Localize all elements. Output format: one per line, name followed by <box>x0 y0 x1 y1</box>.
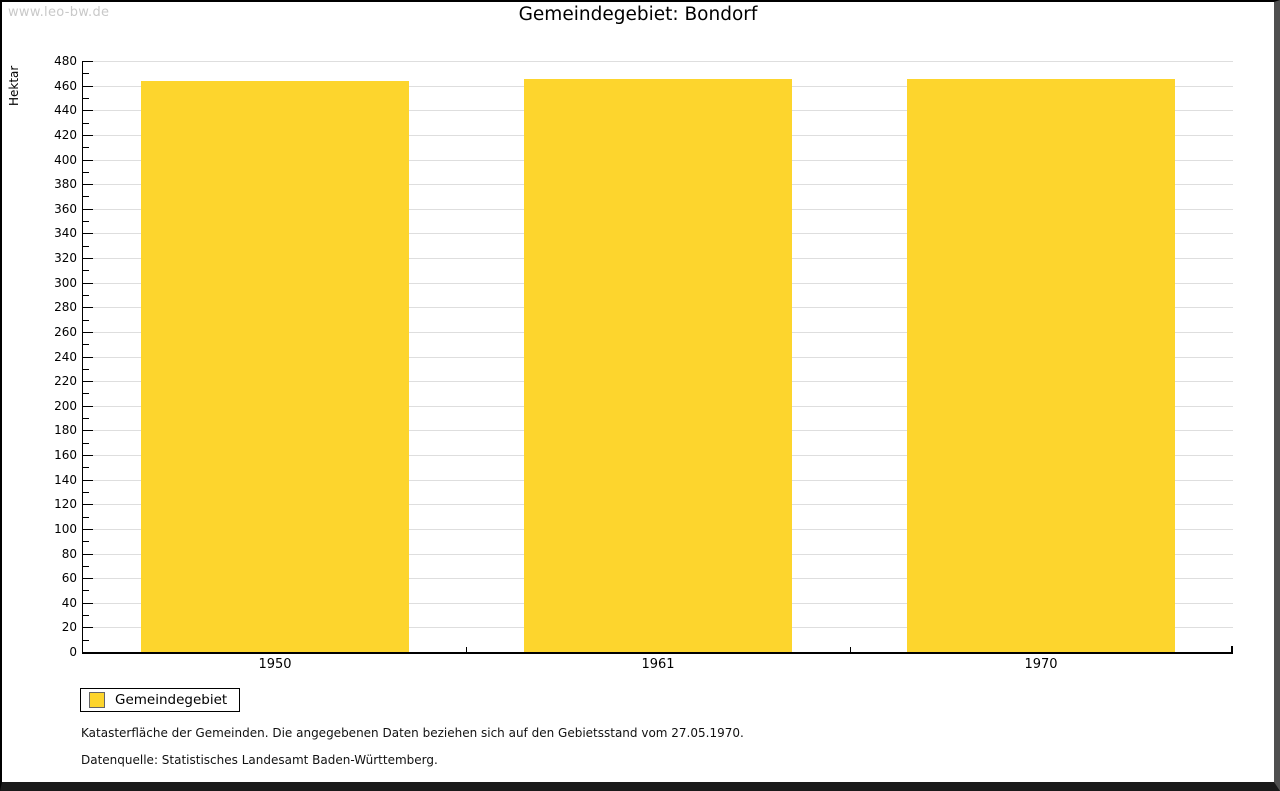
y-axis-tick-label: 80 <box>61 547 77 561</box>
y-axis-tick <box>83 86 93 87</box>
y-axis-tick-label: 100 <box>54 522 77 536</box>
y-axis-tick <box>83 184 93 185</box>
y-axis-tick-label: 440 <box>54 103 77 117</box>
y-axis-tick <box>83 258 93 259</box>
y-axis-tick <box>83 554 93 555</box>
footnote-line-2: Datenquelle: Statistisches Landesamt Bad… <box>81 753 438 767</box>
y-axis-minor-tick <box>83 590 89 591</box>
y-axis-minor-tick <box>83 98 89 99</box>
y-axis-tick-label: 280 <box>54 300 77 314</box>
y-axis-tick <box>83 61 93 62</box>
y-axis-minor-tick <box>83 270 89 271</box>
y-axis-tick <box>83 455 93 456</box>
y-axis-tick <box>83 307 93 308</box>
y-axis-tick-label: 320 <box>54 251 77 265</box>
y-axis-tick-label: 60 <box>61 571 77 585</box>
legend-label: Gemeindegebiet <box>115 692 228 708</box>
y-axis-tick-label: 380 <box>54 177 77 191</box>
x-axis-end-tick <box>1231 646 1233 652</box>
y-axis-tick-label: 20 <box>61 620 77 634</box>
y-axis-minor-tick <box>83 393 89 394</box>
y-axis-tick-label: 360 <box>54 202 77 216</box>
y-axis-tick-label: 300 <box>54 276 77 290</box>
y-axis-minor-tick <box>83 492 89 493</box>
y-axis-tick <box>83 504 93 505</box>
y-axis-minor-tick <box>83 123 89 124</box>
y-axis-minor-tick <box>83 566 89 567</box>
y-axis-minor-tick <box>83 221 89 222</box>
y-axis-tick <box>83 135 93 136</box>
bar-1961 <box>524 79 792 652</box>
y-axis-title: Hektar <box>7 65 21 106</box>
chart-canvas: www.leo-bw.de Gemeindegebiet: Bondorf He… <box>2 2 1274 782</box>
y-axis-tick-label: 240 <box>54 350 77 364</box>
y-axis-tick-label: 420 <box>54 128 77 142</box>
y-axis-minor-tick <box>83 418 89 419</box>
y-axis-tick-label: 180 <box>54 423 77 437</box>
y-axis-tick <box>83 357 93 358</box>
y-axis-tick <box>83 430 93 431</box>
y-axis-tick <box>83 160 93 161</box>
plot-area: 0 20 40 60 80 100 120 140 160 180 200 220 240 260 280 3… <box>54 54 1233 672</box>
y-axis-tick <box>83 233 93 234</box>
y-axis-tick-label: 0 <box>69 645 77 659</box>
y-axis-tick-label: 140 <box>54 473 77 487</box>
x-axis-tick <box>850 647 851 652</box>
y-axis-minor-tick <box>83 640 89 641</box>
y-axis-tick-label: 220 <box>54 374 77 388</box>
y-axis-tick-label: 200 <box>54 399 77 413</box>
y-axis-minor-tick <box>83 196 89 197</box>
y-axis-tick <box>83 603 93 604</box>
legend-swatch-icon <box>89 692 105 708</box>
y-axis-tick <box>83 406 93 407</box>
watermark: www.leo-bw.de <box>8 5 110 20</box>
y-axis-tick <box>83 627 93 628</box>
y-axis-tick <box>83 110 93 111</box>
y-axis-tick <box>83 652 93 653</box>
y-axis-tick <box>83 480 93 481</box>
gridline <box>92 61 1233 62</box>
y-axis-tick <box>83 381 93 382</box>
legend-box: Gemeindegebiet <box>80 688 241 712</box>
x-axis-label-1961: 1961 <box>641 657 675 672</box>
x-axis-label-1950: 1950 <box>258 657 292 672</box>
y-axis-tick <box>83 209 93 210</box>
y-axis-minor-tick <box>83 246 89 247</box>
y-axis-tick <box>83 578 93 579</box>
bar-1970 <box>907 79 1175 652</box>
y-axis-tick <box>83 283 93 284</box>
x-axis-label-1970: 1970 <box>1024 657 1058 672</box>
y-axis-tick <box>83 332 93 333</box>
y-axis-minor-tick <box>83 541 89 542</box>
y-axis-tick-label: 400 <box>54 153 77 167</box>
y-axis-tick-label: 480 <box>54 54 77 68</box>
y-axis-minor-tick <box>83 172 89 173</box>
y-axis-minor-tick <box>83 369 89 370</box>
page-title: Gemeindegebiet: Bondorf <box>518 4 758 25</box>
y-axis-tick-label: 340 <box>54 226 77 240</box>
bar-1950 <box>141 81 409 652</box>
y-axis-minor-tick <box>83 73 89 74</box>
y-axis-tick-label: 40 <box>61 596 77 610</box>
y-axis-minor-tick <box>83 320 89 321</box>
y-axis-tick-label: 260 <box>54 325 77 339</box>
y-axis-minor-tick <box>83 147 89 148</box>
y-axis-tick-label: 120 <box>54 497 77 511</box>
y-axis-minor-tick <box>83 517 89 518</box>
y-axis-minor-tick <box>83 344 89 345</box>
y-axis-tick <box>83 529 93 530</box>
y-axis-minor-tick <box>83 443 89 444</box>
x-axis-tick <box>466 647 467 652</box>
footnote-line-1: Katasterfläche der Gemeinden. Die angege… <box>81 726 744 740</box>
y-axis-tick-label: 460 <box>54 79 77 93</box>
y-axis-minor-tick <box>83 615 89 616</box>
y-axis-tick-label: 160 <box>54 448 77 462</box>
y-axis-minor-tick <box>83 295 89 296</box>
y-axis-minor-tick <box>83 467 89 468</box>
